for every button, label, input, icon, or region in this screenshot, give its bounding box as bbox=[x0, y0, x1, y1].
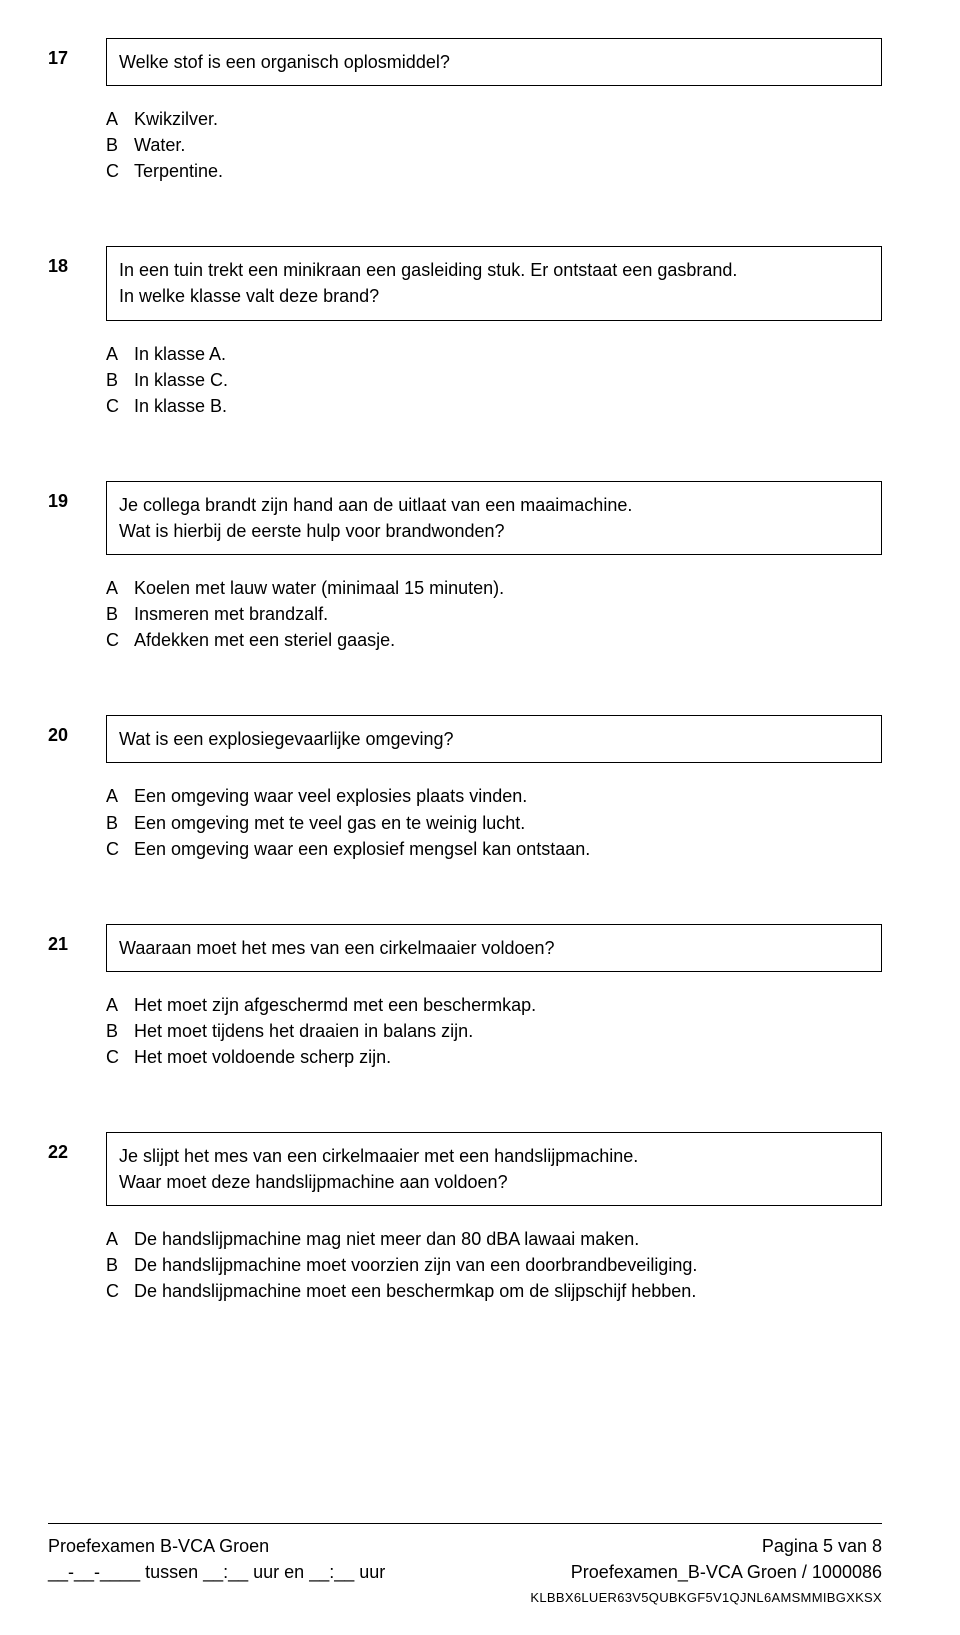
answer-letter: A bbox=[106, 783, 134, 809]
answer-row: BIn klasse C. bbox=[106, 367, 882, 393]
answer-letter: B bbox=[106, 1252, 134, 1278]
question-header: 20Wat is een explosiegevaarlijke omgevin… bbox=[48, 715, 882, 763]
answer-text: De handslijpmachine moet een beschermkap… bbox=[134, 1278, 882, 1304]
question-number: 17 bbox=[48, 38, 106, 69]
question-number: 21 bbox=[48, 924, 106, 955]
question-text-box: Wat is een explosiegevaarlijke omgeving? bbox=[106, 715, 882, 763]
question-text-box: Welke stof is een organisch oplosmiddel? bbox=[106, 38, 882, 86]
answer-letter: C bbox=[106, 393, 134, 419]
question-header: 22Je slijpt het mes van een cirkelmaaier… bbox=[48, 1132, 882, 1206]
answer-letter: A bbox=[106, 992, 134, 1018]
answer-row: CAfdekken met een steriel gaasje. bbox=[106, 627, 882, 653]
question-header: 18In een tuin trekt een minikraan een ga… bbox=[48, 246, 882, 320]
answer-letter: B bbox=[106, 1018, 134, 1044]
answer-text: In klasse A. bbox=[134, 341, 882, 367]
answer-text: Een omgeving waar veel explosies plaats … bbox=[134, 783, 882, 809]
question-number: 18 bbox=[48, 246, 106, 277]
answer-row: AIn klasse A. bbox=[106, 341, 882, 367]
answer-text: De handslijpmachine moet voorzien zijn v… bbox=[134, 1252, 882, 1278]
answers: AKoelen met lauw water (minimaal 15 minu… bbox=[106, 575, 882, 653]
questions-container: 17Welke stof is een organisch oplosmidde… bbox=[48, 38, 882, 1305]
answer-text: Terpentine. bbox=[134, 158, 882, 184]
answer-text: Het moet tijdens het draaien in balans z… bbox=[134, 1018, 882, 1044]
answer-letter: C bbox=[106, 627, 134, 653]
answer-row: BInsmeren met brandzalf. bbox=[106, 601, 882, 627]
answer-letter: B bbox=[106, 367, 134, 393]
answer-letter: C bbox=[106, 158, 134, 184]
answer-text: Het moet voldoende scherp zijn. bbox=[134, 1044, 882, 1070]
answer-letter: A bbox=[106, 106, 134, 132]
question-number: 22 bbox=[48, 1132, 106, 1163]
question-number: 19 bbox=[48, 481, 106, 512]
footer-divider bbox=[48, 1523, 882, 1524]
answer-text: De handslijpmachine mag niet meer dan 80… bbox=[134, 1226, 882, 1252]
answers: AEen omgeving waar veel explosies plaats… bbox=[106, 783, 882, 861]
answer-row: CTerpentine. bbox=[106, 158, 882, 184]
answers: AHet moet zijn afgeschermd met een besch… bbox=[106, 992, 882, 1070]
answers: AKwikzilver.BWater.CTerpentine. bbox=[106, 106, 882, 184]
answer-text: Het moet zijn afgeschermd met een besche… bbox=[134, 992, 882, 1018]
answer-row: CDe handslijpmachine moet een beschermka… bbox=[106, 1278, 882, 1304]
answer-text: Water. bbox=[134, 132, 882, 158]
question-number: 20 bbox=[48, 715, 106, 746]
answer-letter: C bbox=[106, 1278, 134, 1304]
answer-text: Een omgeving met te veel gas en te weini… bbox=[134, 810, 882, 836]
question-header: 21Waaraan moet het mes van een cirkelmaa… bbox=[48, 924, 882, 972]
answer-letter: C bbox=[106, 1044, 134, 1070]
answer-row: BDe handslijpmachine moet voorzien zijn … bbox=[106, 1252, 882, 1278]
answer-row: BWater. bbox=[106, 132, 882, 158]
footer-right: Pagina 5 van 8 Proefexamen_B-VCA Groen /… bbox=[530, 1534, 882, 1607]
question-block: 18In een tuin trekt een minikraan een ga… bbox=[48, 246, 882, 418]
question-header: 19Je collega brandt zijn hand aan de uit… bbox=[48, 481, 882, 555]
answer-text: Een omgeving waar een explosief mengsel … bbox=[134, 836, 882, 862]
answer-text: Kwikzilver. bbox=[134, 106, 882, 132]
question-text-box: Je collega brandt zijn hand aan de uitla… bbox=[106, 481, 882, 555]
answer-letter: B bbox=[106, 601, 134, 627]
question-header: 17Welke stof is een organisch oplosmidde… bbox=[48, 38, 882, 86]
question-text-box: In een tuin trekt een minikraan een gasl… bbox=[106, 246, 882, 320]
footer-left-line2: __-__-____ tussen __:__ uur en __:__ uur bbox=[48, 1560, 385, 1585]
footer-right-line1: Pagina 5 van 8 bbox=[530, 1534, 882, 1559]
question-block: 22Je slijpt het mes van een cirkelmaaier… bbox=[48, 1132, 882, 1304]
footer-row: Proefexamen B-VCA Groen __-__-____ tusse… bbox=[48, 1534, 882, 1607]
answer-letter: A bbox=[106, 1226, 134, 1252]
footer: Proefexamen B-VCA Groen __-__-____ tusse… bbox=[48, 1523, 882, 1607]
answer-text: In klasse C. bbox=[134, 367, 882, 393]
footer-left-line1: Proefexamen B-VCA Groen bbox=[48, 1534, 385, 1559]
answer-letter: B bbox=[106, 810, 134, 836]
answer-text: In klasse B. bbox=[134, 393, 882, 419]
question-block: 21Waaraan moet het mes van een cirkelmaa… bbox=[48, 924, 882, 1070]
answer-row: CEen omgeving waar een explosief mengsel… bbox=[106, 836, 882, 862]
answer-text: Insmeren met brandzalf. bbox=[134, 601, 882, 627]
answer-row: AKoelen met lauw water (minimaal 15 minu… bbox=[106, 575, 882, 601]
answer-text: Afdekken met een steriel gaasje. bbox=[134, 627, 882, 653]
answers: AIn klasse A.BIn klasse C.CIn klasse B. bbox=[106, 341, 882, 419]
footer-code: KLBBX6LUER63V5QUBKGF5V1QJNL6AMSMMIBGXKSX bbox=[530, 1589, 882, 1607]
answer-letter: A bbox=[106, 341, 134, 367]
answer-row: AKwikzilver. bbox=[106, 106, 882, 132]
answer-letter: B bbox=[106, 132, 134, 158]
question-text-box: Waaraan moet het mes van een cirkelmaaie… bbox=[106, 924, 882, 972]
footer-left: Proefexamen B-VCA Groen __-__-____ tusse… bbox=[48, 1534, 385, 1607]
question-block: 17Welke stof is een organisch oplosmidde… bbox=[48, 38, 882, 184]
answer-row: CIn klasse B. bbox=[106, 393, 882, 419]
answer-letter: C bbox=[106, 836, 134, 862]
answer-row: BHet moet tijdens het draaien in balans … bbox=[106, 1018, 882, 1044]
answer-text: Koelen met lauw water (minimaal 15 minut… bbox=[134, 575, 882, 601]
answer-letter: A bbox=[106, 575, 134, 601]
footer-right-line2: Proefexamen_B-VCA Groen / 1000086 bbox=[530, 1560, 882, 1585]
answer-row: AHet moet zijn afgeschermd met een besch… bbox=[106, 992, 882, 1018]
answer-row: AEen omgeving waar veel explosies plaats… bbox=[106, 783, 882, 809]
answer-row: CHet moet voldoende scherp zijn. bbox=[106, 1044, 882, 1070]
question-text-box: Je slijpt het mes van een cirkelmaaier m… bbox=[106, 1132, 882, 1206]
answers: ADe handslijpmachine mag niet meer dan 8… bbox=[106, 1226, 882, 1304]
question-block: 19Je collega brandt zijn hand aan de uit… bbox=[48, 481, 882, 653]
answer-row: BEen omgeving met te veel gas en te wein… bbox=[106, 810, 882, 836]
question-block: 20Wat is een explosiegevaarlijke omgevin… bbox=[48, 715, 882, 861]
answer-row: ADe handslijpmachine mag niet meer dan 8… bbox=[106, 1226, 882, 1252]
